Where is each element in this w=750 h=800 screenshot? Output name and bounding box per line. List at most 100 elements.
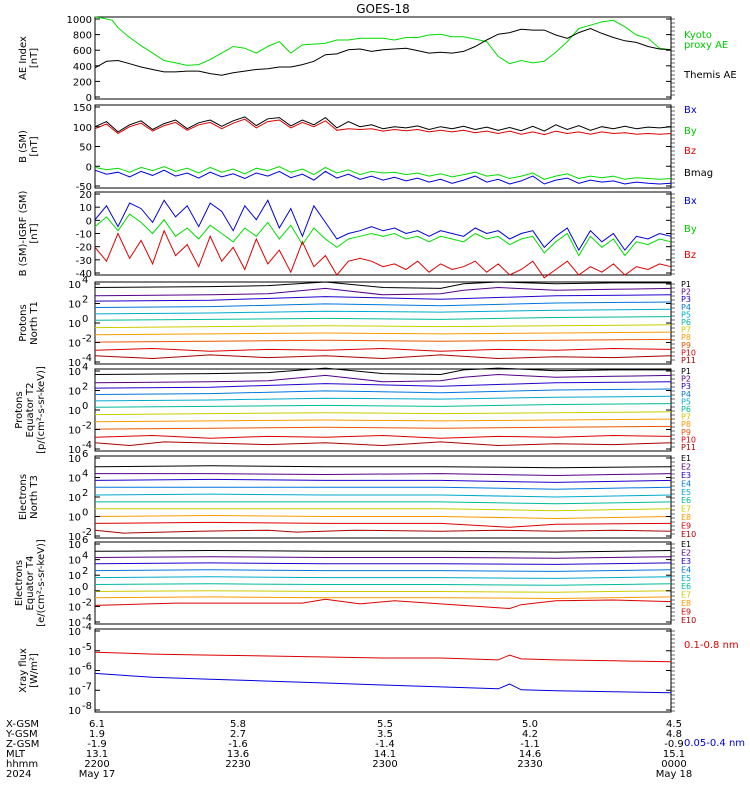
series-line-6 <box>94 316 672 321</box>
series-line-10 <box>94 434 672 439</box>
series-line-2 <box>94 373 672 384</box>
panel-2: 150 100 50 0 -50 B (SM) [nT] Bx By Bz Bmag <box>18 103 713 193</box>
legend-entry: Bx <box>684 196 697 207</box>
y-tick-label: -50 <box>76 182 92 193</box>
legend-entry: Bmag <box>684 168 713 179</box>
y-tick-exponent: -2 <box>82 527 92 538</box>
y-tick-exponent: -2 <box>82 334 92 345</box>
legend-entry: P3 <box>681 382 691 391</box>
series-line-2 <box>94 213 672 257</box>
legend-entry: E4 <box>681 565 691 574</box>
series-line-6 <box>94 403 672 408</box>
axis-row-value: 2330 <box>517 759 542 770</box>
y-tick-label: 10 <box>68 706 81 717</box>
series-line-1 <box>94 465 672 469</box>
series-line-4 <box>94 569 672 572</box>
legend-entry: E1 <box>681 540 691 549</box>
y-tick-label: 10 <box>68 445 81 456</box>
plot-frame <box>94 628 672 713</box>
y-tick-label: 10 <box>68 602 81 613</box>
y-tick-label: 10 <box>68 513 81 524</box>
legend-entry: E5 <box>681 488 691 497</box>
y-axis-label: [nT] <box>29 48 40 68</box>
y-tick-label: 10 <box>68 627 81 638</box>
legend-entry: By <box>684 224 697 235</box>
legend-entry: P2 <box>681 288 691 297</box>
axis-row-value: 4.2 <box>522 729 538 740</box>
y-tick-label: 10 <box>68 474 81 485</box>
series-line-2 <box>94 556 672 559</box>
y-tick-exponent: -5 <box>82 642 92 653</box>
legend-entry: P11 <box>681 356 696 365</box>
y-tick-label: 150 <box>73 103 92 114</box>
axis-row-value: 4.5 <box>666 719 682 730</box>
y-tick-label: 200 <box>73 77 92 88</box>
y-tick-exponent: -4 <box>82 622 92 633</box>
y-tick-label: 10 <box>79 203 92 214</box>
series-line-1 <box>94 367 671 376</box>
legend-entry: P4 <box>681 390 691 399</box>
legend-entry: E2 <box>681 462 691 471</box>
plot-frame <box>94 541 672 625</box>
y-tick-exponent: 4 <box>82 362 88 373</box>
legend-entry: E9 <box>681 522 691 531</box>
axis-row-value: 3.5 <box>377 729 393 740</box>
series-line-5 <box>94 493 672 498</box>
legend-entry: E2 <box>681 548 691 557</box>
axis-row-value: 2200 <box>84 759 109 770</box>
axis-row-label: Z-GSM <box>6 739 39 750</box>
axis-row-value: -1.9 <box>87 739 107 750</box>
series-line-5 <box>94 576 672 579</box>
series-line-1 <box>94 549 672 553</box>
legend-entry: P9 <box>681 428 691 437</box>
y-tick-label: 1000 <box>67 15 92 26</box>
y-tick-label: 10 <box>68 406 81 417</box>
series-line-9 <box>94 425 672 430</box>
series-line-1 <box>94 281 671 289</box>
axis-row-label: MLT <box>6 749 26 760</box>
legend-entry: P10 <box>681 348 696 357</box>
series-line-2 <box>94 118 672 136</box>
axis-row-value: May 18 <box>656 769 693 780</box>
legend-entry: E6 <box>681 496 691 505</box>
y-tick-label: 10 <box>68 493 81 504</box>
series-line-10 <box>94 347 672 352</box>
y-axis-label: AE Index <box>18 36 29 80</box>
series-line-9 <box>94 598 672 610</box>
axis-row-value: -0.9 <box>664 739 684 750</box>
legend-entry: Bz <box>684 146 696 157</box>
y-tick-exponent: -6 <box>82 662 92 673</box>
legend-entry: P7 <box>681 413 691 422</box>
axis-row-value: 13.1 <box>86 749 108 760</box>
y-tick-label: 10 <box>68 300 81 311</box>
axis-row-value: 5.8 <box>230 719 246 730</box>
y-tick-exponent: 0 <box>82 508 88 519</box>
legend-entry: 0.1-0.8 nm <box>684 640 739 651</box>
legend-entry: P1 <box>681 280 691 289</box>
y-tick-label: 10 <box>68 618 81 629</box>
axis-row-value: 2.7 <box>230 729 246 740</box>
legend-entry: E3 <box>681 471 691 480</box>
legend-entry: Bz <box>684 250 696 261</box>
series-line-3 <box>94 169 672 185</box>
legend-entry: P8 <box>681 420 691 429</box>
y-tick-label: 0 <box>86 216 92 227</box>
y-tick-label: 400 <box>73 62 92 73</box>
series-line-4 <box>94 388 672 395</box>
y-tick-label: 10 <box>68 358 81 369</box>
y-tick-label: -20 <box>76 243 92 254</box>
axis-row-value: 14.6 <box>519 749 541 760</box>
y-axis-label: Electrons <box>18 474 29 520</box>
y-tick-exponent: 0 <box>82 401 88 412</box>
y-tick-exponent: 4 <box>82 469 88 480</box>
legend-entry: E5 <box>681 574 691 583</box>
axis-row-value: 4.8 <box>666 729 682 740</box>
y-axis-label: [p/(cm²-s-sr-keV)] <box>36 366 47 454</box>
y-axis-label: North T3 <box>29 475 40 519</box>
axis-row-value: -1.1 <box>520 739 540 750</box>
axis-row-value: 5.5 <box>377 719 393 730</box>
series-line-4 <box>95 486 672 490</box>
